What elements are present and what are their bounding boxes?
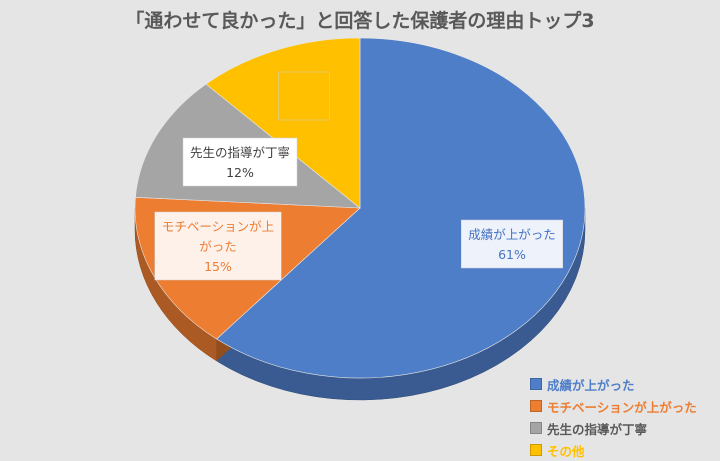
data-label-line: 成績が上がった — [468, 227, 556, 242]
pie-slice-0 — [216, 37, 586, 379]
legend-item: その他 — [530, 439, 697, 461]
legend-item: 先生の指導が丁寧 — [530, 417, 697, 439]
data-label-line: モチベーションが上 — [162, 219, 274, 234]
data-label-1: モチベーションが上がった 15% — [154, 211, 282, 281]
legend-label: 先生の指導が丁寧 — [547, 421, 648, 437]
legend-swatch — [530, 400, 542, 412]
legend-label: 成績が上がった — [547, 377, 635, 393]
data-label-line: その他 — [285, 79, 323, 94]
legend-item: モチベーションが上がった — [530, 395, 697, 417]
legend-swatch — [530, 378, 542, 390]
data-label-line: 先生の指導が丁寧 — [190, 145, 290, 160]
legend-swatch — [530, 444, 542, 456]
data-label-line: 15% — [204, 259, 232, 274]
chart-legend: 成績が上がったモチベーションが上がった 先生の指導が丁寧 その他 — [530, 373, 697, 461]
legend-item: 成績が上がった — [530, 373, 697, 395]
data-label-0: 成績が上がった 61% — [461, 219, 563, 269]
data-label-2: 先生の指導が丁寧 12% — [182, 137, 298, 187]
legend-label: モチベーションが上がった — [547, 399, 697, 415]
chart-title: 「通わせて良かった」と回答した保護者の理由トップ3 — [125, 10, 595, 32]
legend-label: その他 — [547, 443, 585, 459]
data-label-line: がった — [199, 239, 237, 254]
data-label-line: 12% — [226, 165, 254, 180]
data-label-3: その他 12% — [278, 71, 330, 121]
legend-swatch — [530, 422, 542, 434]
data-label-line: 12% — [290, 99, 318, 114]
data-label-line: 61% — [498, 247, 526, 262]
